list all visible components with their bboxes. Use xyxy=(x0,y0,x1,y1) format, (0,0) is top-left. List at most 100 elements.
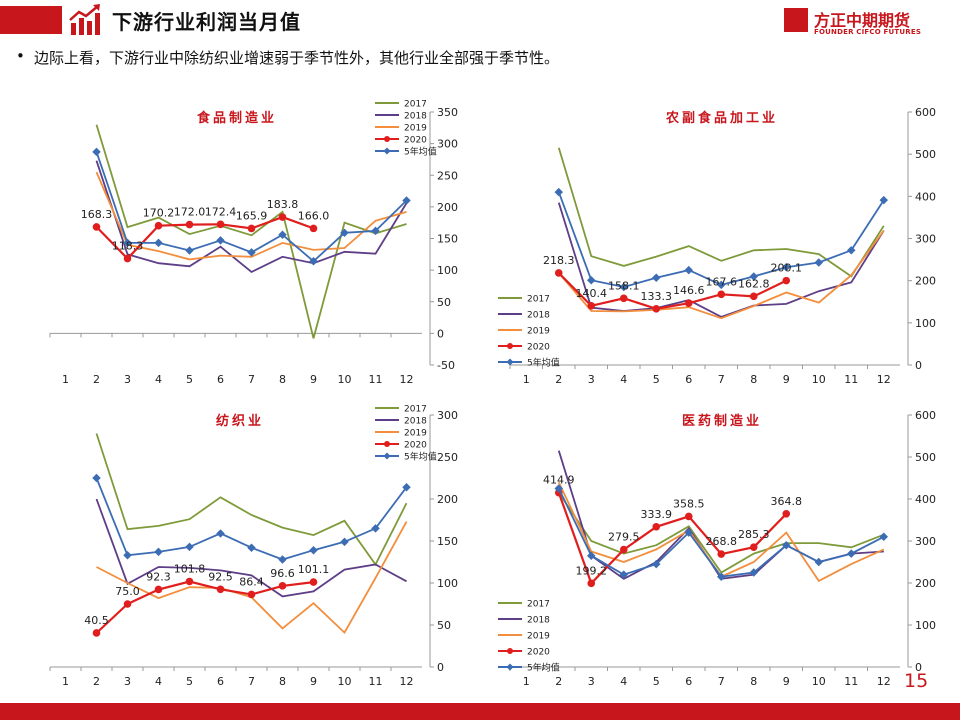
y-tick-label: 0 xyxy=(437,327,444,340)
series-line-2020 xyxy=(95,215,314,261)
data-label-2020: 285.3 xyxy=(738,528,770,541)
legend-marker-2020 xyxy=(384,136,390,142)
series-point-2020 xyxy=(717,290,726,299)
chart-title: 纺织业 xyxy=(216,413,264,429)
series-line-2018 xyxy=(95,498,407,598)
y-tick-label: 100 xyxy=(915,317,936,330)
x-tick-label: 1 xyxy=(523,675,530,688)
y-tick-label: 0 xyxy=(437,661,444,674)
title-accent-bar xyxy=(0,6,62,34)
y-tick-label: 150 xyxy=(437,233,458,246)
series-point-avg xyxy=(554,484,563,493)
y-tick-label: 200 xyxy=(437,201,458,214)
data-label-2020: 268.8 xyxy=(706,535,738,548)
y-tick-label: 400 xyxy=(915,493,936,506)
x-tick-label: 7 xyxy=(718,373,725,386)
series-point-2020 xyxy=(619,294,628,303)
legend-label: 2019 xyxy=(404,124,427,134)
x-tick-label: 3 xyxy=(588,373,595,386)
data-label-2020: 40.5 xyxy=(84,614,109,627)
series-line-2017 xyxy=(95,433,408,567)
x-tick-label: 8 xyxy=(750,675,757,688)
x-tick-label: 6 xyxy=(685,675,692,688)
x-tick-label: 12 xyxy=(400,373,414,386)
legend-label: 2019 xyxy=(527,632,550,642)
series-line-2019 xyxy=(95,171,407,261)
series-point-2020 xyxy=(216,585,225,594)
x-tick-label: 11 xyxy=(844,373,858,386)
series-point-avg xyxy=(216,236,225,245)
y-tick-label: 0 xyxy=(915,359,922,372)
series-point-avg xyxy=(185,246,194,255)
y-tick-label: 300 xyxy=(437,138,458,151)
legend-label: 5年均值 xyxy=(404,146,437,158)
y-tick-label: 100 xyxy=(437,264,458,277)
series-point-avg xyxy=(684,528,693,537)
y-tick-label: -50 xyxy=(437,359,455,372)
y-tick-label: 50 xyxy=(437,296,451,309)
legend-label: 2019 xyxy=(404,429,427,439)
data-label-2020: 170.2 xyxy=(143,207,175,220)
x-tick-label: 3 xyxy=(124,675,131,688)
series-point-2020 xyxy=(309,224,318,233)
x-tick-label: 10 xyxy=(338,373,352,386)
series-point-avg xyxy=(587,276,596,285)
series-point-avg xyxy=(554,187,563,197)
data-label-2020: 92.3 xyxy=(146,570,171,583)
page-number: 15 xyxy=(904,670,929,692)
x-tick-label: 8 xyxy=(279,675,286,688)
series-point-avg xyxy=(247,248,256,257)
series-point-2020 xyxy=(652,522,661,531)
series-point-2020 xyxy=(619,545,628,554)
data-label-2020: 140.4 xyxy=(576,287,608,300)
x-tick-label: 5 xyxy=(186,675,193,688)
legend-label: 5年均值 xyxy=(527,357,560,369)
x-tick-label: 4 xyxy=(620,675,627,688)
series-point-2020 xyxy=(587,579,596,588)
legend-label: 2017 xyxy=(527,600,550,610)
legend-marker-avg xyxy=(383,452,391,460)
data-label-2020: 75.0 xyxy=(115,585,140,598)
series-point-2020 xyxy=(123,254,132,263)
footer-bar xyxy=(0,703,960,720)
x-tick-label: 6 xyxy=(217,675,224,688)
series-line-2017 xyxy=(557,147,885,278)
data-label-2020: 279.5 xyxy=(608,531,640,544)
series-line-2018 xyxy=(95,160,408,274)
series-point-2020 xyxy=(684,299,693,307)
legend-marker-2020 xyxy=(507,648,513,654)
series-point-avg xyxy=(619,570,628,579)
data-label-2020: 333.9 xyxy=(641,508,673,521)
x-tick-label: 4 xyxy=(155,373,162,386)
series-point-avg xyxy=(782,262,791,272)
data-label-2020: 86.4 xyxy=(239,575,264,588)
series-point-avg xyxy=(123,238,132,248)
chart-title: 食品制造业 xyxy=(197,110,277,126)
series-point-2020 xyxy=(749,292,758,301)
title-bar: 下游行业利润当月值 方正中期期货 FOUNDER CIFCO FUTURES xyxy=(0,0,960,44)
series-point-avg xyxy=(371,226,380,236)
legend-label: 2020 xyxy=(527,343,550,353)
x-tick-label: 4 xyxy=(155,675,162,688)
series-point-avg xyxy=(123,551,132,560)
data-label-2020: 414.9 xyxy=(543,474,575,487)
series-point-avg xyxy=(92,473,101,483)
data-label-2020: 118.3 xyxy=(112,240,144,253)
data-label-2020: 158.1 xyxy=(608,279,640,292)
x-tick-label: 11 xyxy=(369,675,383,688)
y-tick-label: 200 xyxy=(437,493,458,506)
legend-marker-avg xyxy=(506,663,514,671)
x-tick-label: 6 xyxy=(685,373,692,386)
data-label-2020: 101.8 xyxy=(174,562,206,575)
series-point-2020 xyxy=(554,269,563,277)
legend-label: 2020 xyxy=(404,441,427,451)
x-tick-label: 7 xyxy=(248,675,255,688)
x-tick-label: 5 xyxy=(653,373,660,386)
x-tick-label: 1 xyxy=(62,675,69,688)
x-tick-label: 11 xyxy=(844,675,858,688)
x-tick-label: 8 xyxy=(750,373,757,386)
y-tick-label: 150 xyxy=(437,535,458,548)
series-point-avg xyxy=(402,482,411,492)
series-line-2017 xyxy=(95,124,407,339)
x-tick-label: 9 xyxy=(783,373,790,386)
